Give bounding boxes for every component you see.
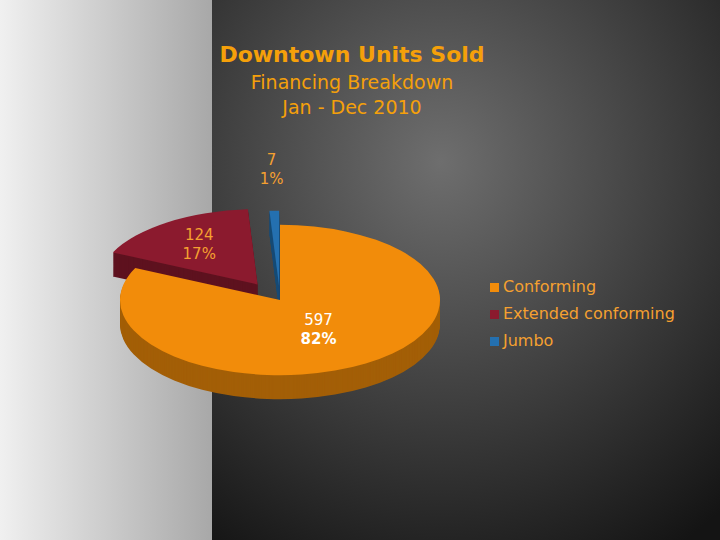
legend-entry: Jumbo — [502, 331, 553, 350]
slice — [269, 211, 279, 286]
data-label: 597 — [304, 311, 333, 329]
plot-area — [113, 209, 440, 399]
pie-scaled — [113, 209, 440, 399]
data-label: 1% — [260, 170, 284, 188]
subtitle: Financing Breakdown — [251, 71, 453, 93]
data-label: 82% — [301, 330, 337, 348]
data-label: 7 — [267, 151, 277, 169]
subtitle: Jan - Dec 2010 — [281, 96, 421, 118]
chart: Downtown Units Sold Financing Breakdown Ja… — [0, 0, 720, 540]
title: Downtown Units Sold — [219, 42, 484, 67]
pie — [113, 209, 440, 399]
legend: Conforming Extended conforming Jumbo — [490, 277, 675, 350]
data-label: 124 — [185, 226, 214, 244]
legend-swatch — [490, 283, 499, 292]
legend-swatch — [490, 337, 499, 346]
legend-swatch — [490, 310, 499, 319]
slice-side — [269, 212, 279, 287]
data-label: 17% — [183, 245, 216, 263]
slice — [113, 209, 258, 284]
legend-entry: Extended conforming — [503, 304, 675, 323]
legend-entry: Conforming — [503, 277, 596, 296]
